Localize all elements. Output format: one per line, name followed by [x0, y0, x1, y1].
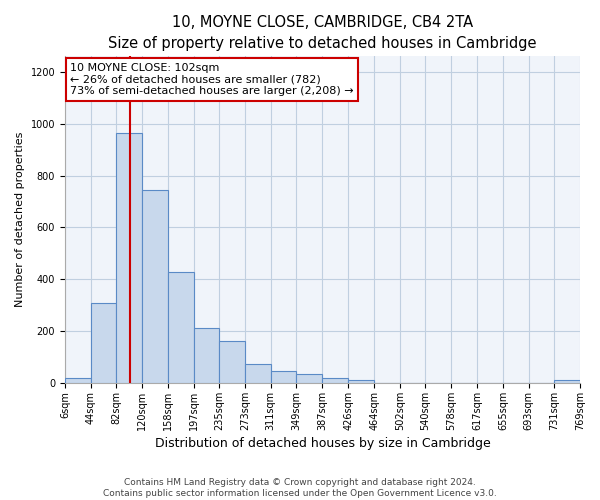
Bar: [116, 134, 142, 383]
Bar: [271, 371, 296, 383]
Bar: [554, 380, 580, 383]
Bar: [322, 378, 349, 383]
Bar: [245, 364, 271, 383]
Bar: [296, 374, 322, 383]
Bar: [194, 328, 220, 383]
X-axis label: Distribution of detached houses by size in Cambridge: Distribution of detached houses by size …: [155, 437, 490, 450]
Text: 10 MOYNE CLOSE: 102sqm
← 26% of detached houses are smaller (782)
73% of semi-de: 10 MOYNE CLOSE: 102sqm ← 26% of detached…: [70, 63, 353, 96]
Bar: [142, 190, 167, 383]
Bar: [65, 378, 91, 383]
Y-axis label: Number of detached properties: Number of detached properties: [15, 132, 25, 308]
Bar: [167, 272, 194, 383]
Bar: [91, 303, 116, 383]
Text: Contains HM Land Registry data © Crown copyright and database right 2024.
Contai: Contains HM Land Registry data © Crown c…: [103, 478, 497, 498]
Title: 10, MOYNE CLOSE, CAMBRIDGE, CB4 2TA
Size of property relative to detached houses: 10, MOYNE CLOSE, CAMBRIDGE, CB4 2TA Size…: [108, 15, 537, 51]
Bar: [349, 380, 374, 383]
Bar: [220, 341, 245, 383]
